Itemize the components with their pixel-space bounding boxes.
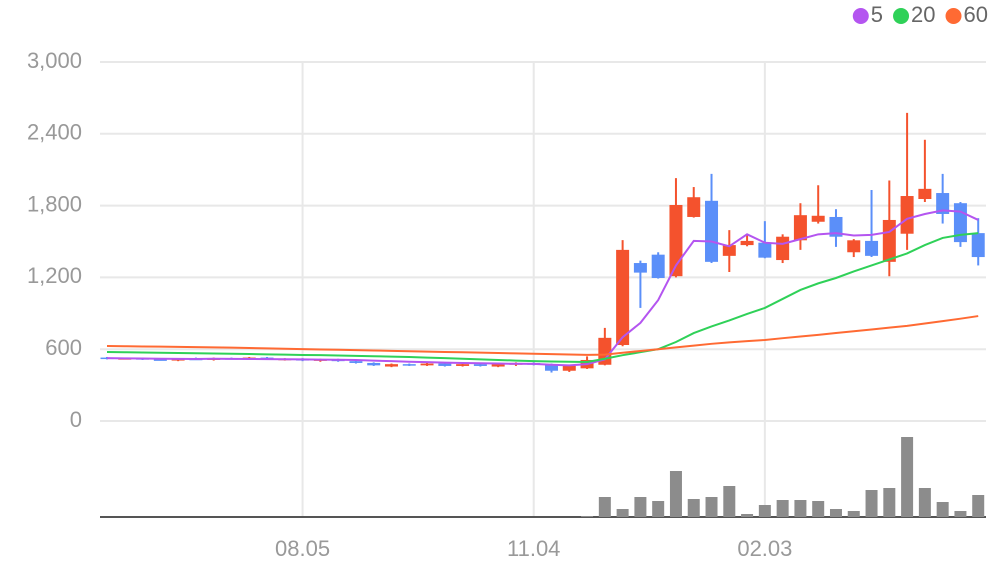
candle-body [776, 236, 790, 261]
candle-body [722, 245, 736, 256]
candle-body [456, 364, 470, 366]
y-tick-label: 3,000 [27, 48, 82, 73]
legend-marker [852, 8, 869, 24]
y-tick-label: 1,800 [27, 191, 82, 216]
volume-bar [616, 509, 629, 517]
candle-body [705, 200, 719, 262]
volume-bar [598, 497, 611, 517]
ma-line [106, 315, 979, 356]
candle-body [349, 361, 363, 363]
candle-body [793, 215, 807, 241]
ma-line [106, 209, 979, 367]
x-tick-label: 11.04 [507, 536, 560, 561]
candle-body [438, 363, 452, 366]
candle-body [687, 197, 701, 217]
volume-bar [847, 511, 860, 517]
x-tick-label: 08.05 [275, 536, 330, 561]
legend-marker [893, 8, 910, 24]
legend-label: 5 [871, 2, 883, 27]
volume-bar [669, 471, 682, 517]
volume-bar [705, 497, 718, 517]
candle-body [562, 365, 576, 371]
volume-bar [741, 514, 754, 517]
candle-body [971, 233, 985, 258]
volume-bar [865, 490, 878, 517]
candle-body [758, 242, 772, 258]
candle-body [384, 364, 398, 367]
candle-body [882, 219, 896, 262]
volume-bar [883, 488, 896, 517]
candle-body [367, 362, 381, 366]
volume-bar [652, 501, 665, 517]
volume-bar [936, 502, 949, 517]
y-tick-label: 2,400 [27, 120, 82, 145]
candle-body [545, 364, 558, 371]
candle-body [633, 263, 647, 273]
candle-body [669, 205, 683, 277]
y-tick-label: 600 [45, 335, 82, 360]
x-tick-label: 02.03 [737, 536, 792, 561]
candle-body [616, 249, 630, 346]
y-tick-label: 1,200 [27, 263, 82, 288]
candle-body [829, 216, 843, 237]
volume-bar [581, 516, 594, 517]
volume-bar [918, 488, 931, 517]
legend-label: 20 [911, 2, 935, 27]
volume-bar [954, 511, 967, 517]
volume-bar [794, 500, 807, 517]
y-tick-label: 0 [70, 407, 82, 432]
volume-bar [723, 486, 736, 517]
legend-marker [945, 8, 962, 24]
ma-line [106, 232, 979, 364]
candle-body [936, 193, 950, 214]
candle-body [900, 196, 914, 234]
candle-body [847, 240, 861, 253]
volume-bar [901, 437, 914, 517]
volume-bar [829, 509, 842, 517]
volume-bar [812, 501, 825, 517]
volume-bar [634, 497, 647, 517]
candle-body [918, 188, 932, 200]
candle-body [865, 240, 879, 256]
volume-bar [972, 495, 985, 517]
candle-body [740, 240, 754, 246]
volume-bar [687, 499, 700, 517]
candle-body [402, 364, 416, 366]
volume-bar [758, 505, 771, 517]
candle-body [811, 215, 825, 222]
candle-body [473, 364, 487, 366]
legend-label: 60 [964, 2, 988, 27]
candle-body [491, 364, 505, 367]
volume-bar [776, 500, 789, 517]
candle-body [153, 359, 167, 361]
candle-body [651, 254, 665, 278]
candle-body [420, 363, 434, 366]
